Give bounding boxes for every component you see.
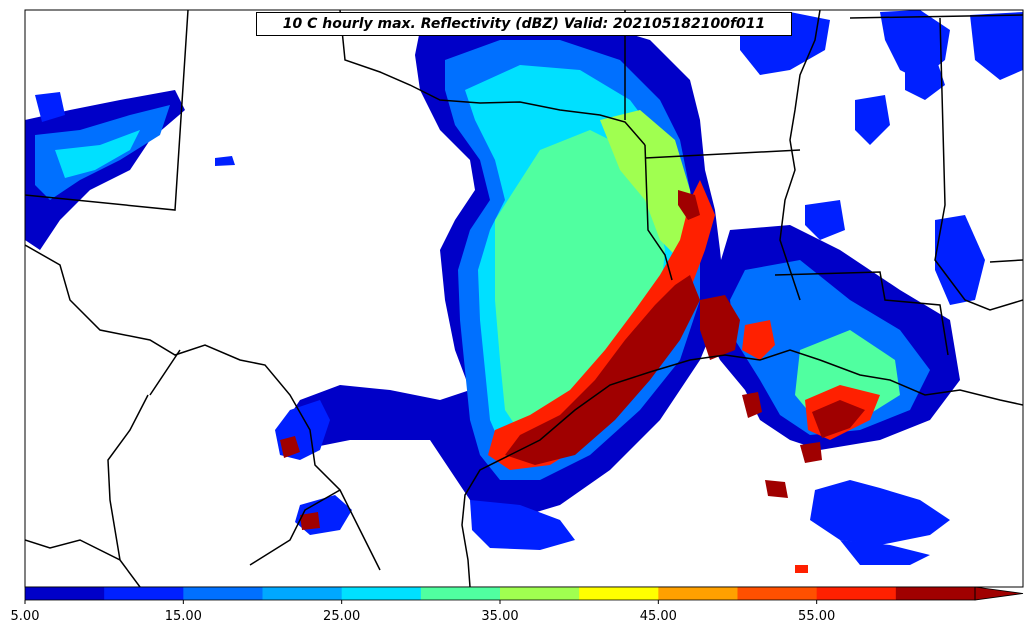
gulf-coastline [461,349,1023,587]
colorbar-swatch [737,587,818,600]
state-border-la-ms [774,271,949,356]
colorbar-tick-label: 25.00 [323,609,361,624]
state-border-east [849,14,1023,19]
state-border-ok-north [339,10,646,146]
map-boundaries [25,10,1023,587]
colorbar-tick-label: 35.00 [481,609,519,624]
echo-cell-coast2 [800,442,822,463]
echo-cells-la2 [742,320,775,360]
mexico-state-border-3 [149,349,181,396]
colorbar-swatch [104,587,184,600]
mexico-state-border-4 [249,489,341,566]
echo-ne-5 [935,215,985,305]
mexico-border [25,244,381,571]
echo-cell-north [678,190,700,220]
echo-ne-7 [855,95,890,145]
echo-cell-coast1 [742,392,762,418]
state-border-ar-north [644,149,801,159]
echo-west-3 [55,130,140,178]
colorbar [24,586,1024,604]
mexico-state-border-2 [25,539,141,587]
state-border-tx-ar-la [644,144,673,281]
echo-sw-4 [300,512,320,530]
river-mississippi [779,10,821,301]
colorbar-tick-label: 15.00 [164,609,202,624]
colorbar-tick-label: 55.00 [798,609,836,624]
colorbar-swatch [25,587,105,600]
echo-east-core [812,400,865,438]
echo-west-5 [215,156,235,166]
map-title: 10 C hourly max. Reflectivity (dBZ) Vali… [256,12,792,36]
colorbar-swatch [816,587,897,600]
echo-sw-2 [280,436,300,458]
colorbar-tick-label: 5.00 [10,609,40,624]
echo-gulf-scatter2 [810,480,950,545]
echo-gulf-scatter [470,500,575,550]
mexico-state-border-1 [107,394,149,561]
colorbar-swatch [420,587,501,600]
colorbar-swatch [341,587,422,600]
state-border-nm-co [25,10,189,211]
colorbar-swatch [895,587,976,600]
state-border-al [934,17,1023,311]
echo-cell-coast3 [765,480,788,498]
colorbar-swatch [183,587,263,600]
echo-gulf-scatter3 [840,540,930,565]
colorbar-tick-label: 45.00 [639,609,677,624]
state-border-ga [989,259,1023,263]
colorbar-swatch [579,587,659,600]
echo-squall-core [505,275,700,465]
echo-main-yellowgreen [600,110,695,260]
echo-west-4 [35,92,65,122]
colorbar-swatch [262,587,343,600]
colorbar-swatch [500,587,580,600]
colorbar-swatch [658,587,738,600]
echo-cells-la [700,295,740,360]
echo-cell-gulf [795,565,808,573]
radar-layer [25,10,1023,573]
echo-ne-4 [905,55,945,100]
echo-ne-3 [970,12,1023,80]
echo-ne-6 [805,200,845,240]
colorbar-extend-arrow [974,586,1024,601]
